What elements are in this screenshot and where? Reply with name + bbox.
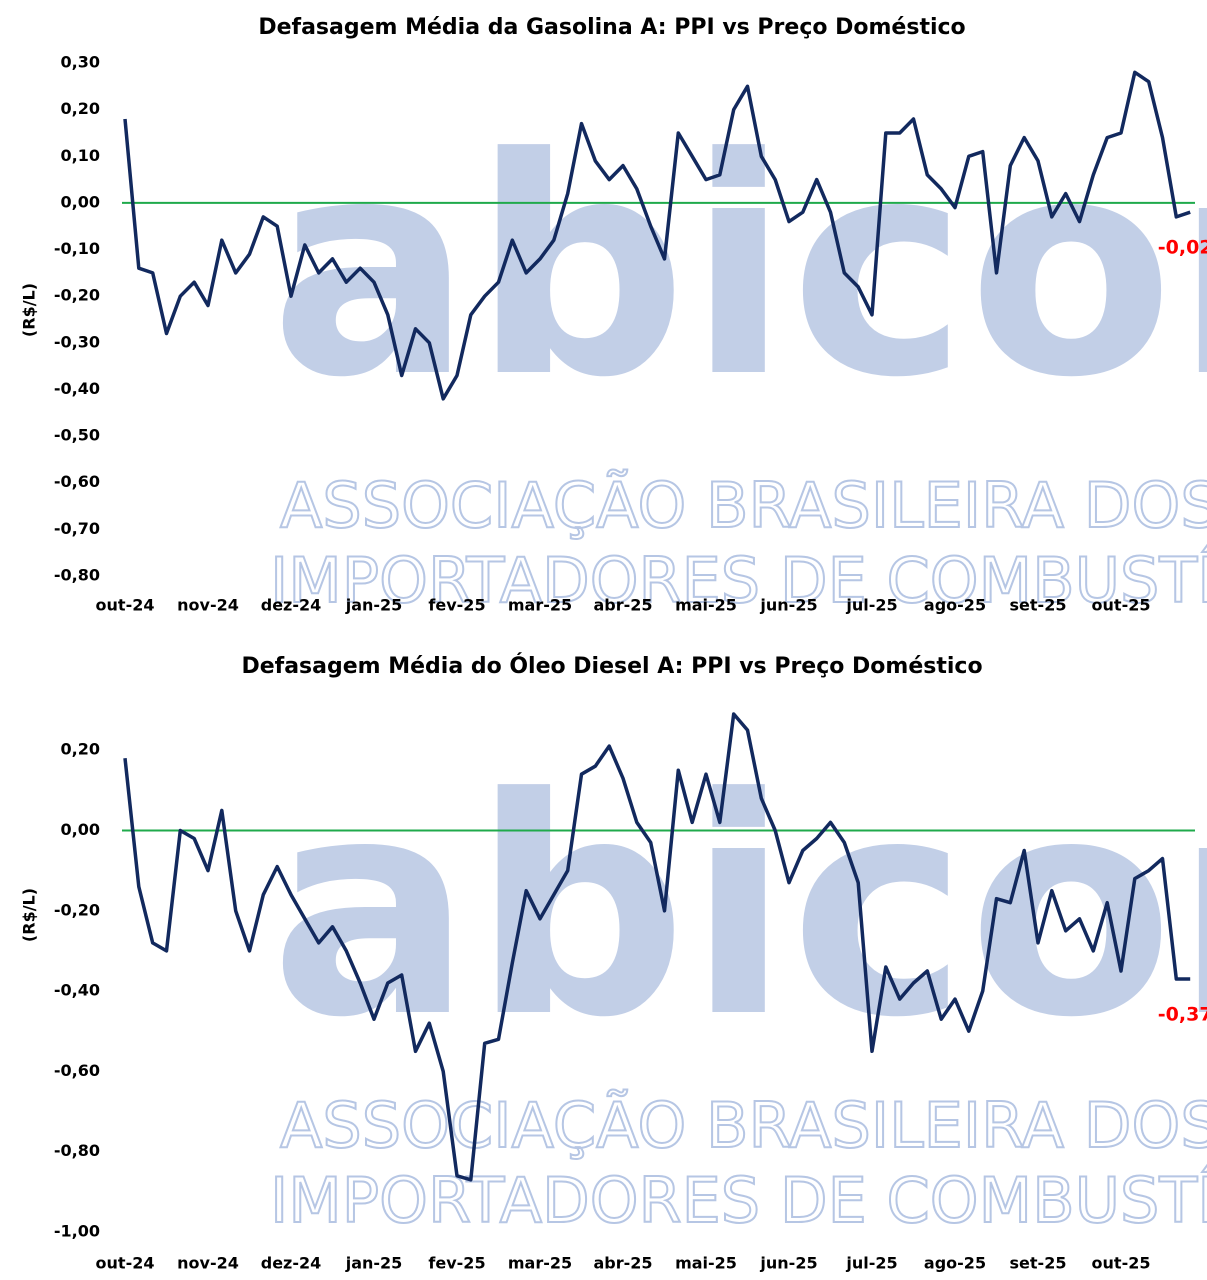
watermark-logo: abicom bbox=[270, 734, 1207, 1083]
x-tick-label: ago-25 bbox=[924, 596, 986, 615]
x-tick-label: jul-25 bbox=[845, 596, 897, 615]
x-tick-label: nov-24 bbox=[177, 596, 239, 615]
value-annotation: -0,37 bbox=[1158, 1004, 1207, 1026]
x-tick-label: out-25 bbox=[1092, 1254, 1151, 1273]
x-tick-label: mai-25 bbox=[675, 596, 737, 615]
x-tick-label: out-24 bbox=[96, 1254, 155, 1273]
data-line bbox=[123, 70, 1191, 401]
x-tick-label: jun-25 bbox=[759, 596, 817, 615]
y-tick-label: 0,00 bbox=[61, 820, 100, 839]
y-tick-label: 0,00 bbox=[61, 192, 100, 211]
y-tick-label: -0,40 bbox=[54, 981, 100, 1000]
chart-title: Defasagem Média do Óleo Diesel A: PPI vs… bbox=[241, 653, 982, 679]
value-annotation: -0,02 bbox=[1158, 237, 1207, 259]
chart: abicom ASSOCIAÇÃO BRASILEIRA DOSIMPORTADO… bbox=[20, 15, 1207, 618]
watermark-line: ASSOCIAÇÃO BRASILEIRA DOS bbox=[280, 1089, 1207, 1162]
x-tick-label: abr-25 bbox=[593, 1254, 652, 1273]
x-tick-label: jan-25 bbox=[345, 1254, 403, 1273]
y-tick-label: -0,20 bbox=[54, 900, 100, 919]
x-tick-label: mai-25 bbox=[675, 1254, 737, 1273]
y-tick-label: 0,10 bbox=[61, 146, 100, 165]
y-tick-label: -0,60 bbox=[54, 1061, 100, 1080]
x-tick-label: out-24 bbox=[96, 596, 155, 615]
x-tick-label: set-25 bbox=[1010, 596, 1067, 615]
x-tick-label: out-25 bbox=[1092, 596, 1151, 615]
y-tick-label: 0,20 bbox=[61, 99, 100, 118]
y-tick-label: -0,60 bbox=[54, 472, 100, 491]
x-tick-label: jun-25 bbox=[759, 1254, 817, 1273]
x-tick-label: abr-25 bbox=[593, 596, 652, 615]
x-tick-label: fev-25 bbox=[428, 1254, 485, 1273]
y-tick-label: -1,00 bbox=[54, 1222, 100, 1241]
x-tick-label: nov-24 bbox=[177, 1254, 239, 1273]
x-tick-label: mar-25 bbox=[508, 596, 572, 615]
chart-title: Defasagem Média da Gasolina A: PPI vs Pr… bbox=[258, 15, 965, 40]
watermark-line: ASSOCIAÇÃO BRASILEIRA DOS bbox=[280, 469, 1207, 542]
y-tick-label: -0,80 bbox=[54, 1141, 100, 1160]
y-axis-label: (R$/L) bbox=[20, 888, 39, 942]
x-tick-label: fev-25 bbox=[428, 596, 485, 615]
y-tick-label: -0,20 bbox=[54, 286, 100, 305]
chart: abicomASSOCIAÇÃO BRASILEIRA DOSIMPORTADO… bbox=[20, 653, 1207, 1273]
y-tick-label: -0,40 bbox=[54, 379, 100, 398]
x-tick-label: set-25 bbox=[1010, 1254, 1067, 1273]
x-tick-label: dez-24 bbox=[261, 1254, 322, 1273]
x-tick-label: jul-25 bbox=[845, 1254, 897, 1273]
y-tick-label: -0,50 bbox=[54, 426, 100, 445]
watermark-line: IMPORTADORES DE COMBUSTÍVEIS bbox=[270, 544, 1207, 617]
y-tick-label: 0,20 bbox=[61, 740, 100, 759]
x-tick-label: dez-24 bbox=[261, 596, 322, 615]
x-tick-label: ago-25 bbox=[924, 1254, 986, 1273]
y-tick-label: -0,30 bbox=[54, 332, 100, 351]
y-tick-label: -0,80 bbox=[54, 566, 100, 585]
y-tick-label: -0,10 bbox=[54, 239, 100, 258]
y-tick-label: -0,70 bbox=[54, 519, 100, 538]
x-tick-label: jan-25 bbox=[345, 596, 403, 615]
y-tick-label: 0,30 bbox=[61, 53, 100, 72]
watermark-line: IMPORTADORES DE COMBUSTÍVEIS bbox=[270, 1164, 1207, 1237]
watermark-logo: abicom bbox=[270, 94, 1207, 443]
x-tick-label: mar-25 bbox=[508, 1254, 572, 1273]
data-line bbox=[123, 712, 1191, 1182]
y-axis-label: (R$/L) bbox=[20, 283, 39, 337]
